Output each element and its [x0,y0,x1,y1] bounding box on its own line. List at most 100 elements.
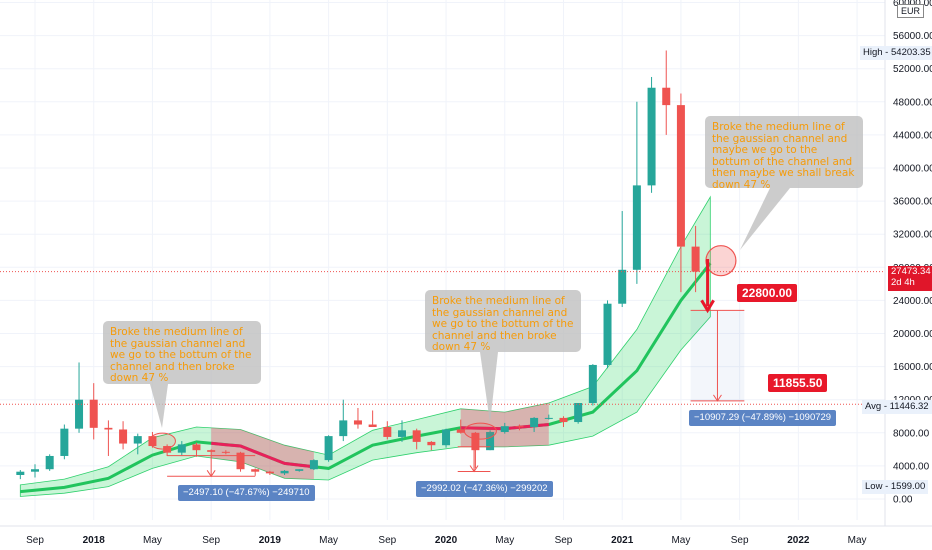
candle [603,300,612,369]
candle-body [691,246,700,272]
break-ellipse [148,432,176,450]
current-price-label: 27473.34 2d 4h [888,266,932,291]
candle [16,470,25,480]
candle [163,444,172,456]
x-tick-label: May [848,535,867,546]
candle [412,428,421,450]
y-tick-label: 16000.00 [893,362,932,373]
measure-arrow-head [206,470,216,478]
x-tick-label: 2019 [259,535,282,546]
candle-body [603,303,612,365]
annotation-callout-2020[interactable]: Broke the medium line of the gaussian ch… [425,290,581,353]
candle-body [412,430,421,442]
candle [544,414,553,420]
candle [31,464,39,478]
candle-countdown: 2d 4h [891,277,915,288]
annotation-callout-2021[interactable]: Broke the medium line of the gaussian ch… [705,116,863,191]
y-tick-label: 36000.00 [893,197,932,208]
candle-body [544,417,553,419]
candle-body [515,426,524,428]
currency-badge[interactable]: EUR [897,4,925,18]
candle [148,431,157,448]
candle [89,383,98,440]
avg-label: Avg - 11446.32 [862,400,932,414]
y-tick-label: 24000.00 [893,296,932,307]
candle-body [309,460,318,470]
candle [691,225,700,293]
avg-label-text: Avg [865,401,882,412]
candle-body [104,427,113,430]
candle-body [486,431,495,451]
candle-body [221,451,230,453]
measure-label-2018: −2497.10 (−47.67%) −249710 [178,485,315,501]
low-label: Low - 1599.00 [862,480,929,494]
x-tick-label: May [319,535,338,546]
candle [353,407,362,429]
candle-body [618,269,627,304]
candle-body [265,471,274,474]
candle [295,469,304,472]
candle [236,451,245,472]
candle-body [662,87,671,106]
candle [104,420,113,456]
target-label-lower[interactable]: 11855.50 [768,374,828,392]
candle [574,403,583,424]
candle-body [148,436,157,447]
drawings [0,188,885,478]
y-tick-label: 0.00 [893,495,913,506]
candle [221,450,230,455]
x-tick-label: Sep [555,535,573,546]
y-tick-label: 56000.00 [893,31,932,42]
candle [588,364,597,406]
price-axis: 60000.0056000.0052000.0048000.0044000.00… [884,0,932,526]
candle [368,410,377,428]
candle [442,428,451,448]
candle [427,441,436,451]
y-tick-label: 32000.00 [893,230,932,241]
x-tick-label: Sep [202,535,220,546]
projection-arrow-head [700,299,715,314]
candle-body [500,426,509,432]
candle-body [456,429,465,433]
channel-median-bearish [211,441,315,469]
candle-body [295,469,304,471]
current-price-value: 27473.34 [891,266,931,277]
candle [192,442,201,457]
high-label-text: High [863,47,883,58]
annotation-text: Broke the medium line of the gaussian ch… [712,121,855,191]
x-tick-label: Sep [26,535,44,546]
y-tick-label: 4000.00 [893,461,930,472]
channel-median [20,262,712,494]
x-tick-label: Sep [731,535,749,546]
candle-body [427,441,436,446]
low-label-value: 1599.00 [890,481,926,492]
break-ellipse [463,422,497,440]
candle [339,399,348,442]
candles [16,50,700,480]
high-label-value: 54203.35 [891,47,931,58]
candle-body [60,428,69,456]
target-label-upper[interactable]: 22800.00 [737,284,798,302]
candle [309,459,318,471]
candle-body [207,450,216,452]
candle-body [647,87,656,186]
candle [647,76,656,193]
candle-body [383,427,392,437]
x-tick-label: 2020 [435,535,458,546]
candle [45,454,54,471]
candle-body [177,444,186,453]
break-circle [705,245,737,277]
candle-body [676,105,685,247]
measure-arrow-head [713,394,722,402]
annotation-callout-2018[interactable]: Broke the medium line of the gaussian ch… [103,321,261,384]
candle-body [632,185,641,270]
candle [119,421,128,450]
candle-body [574,403,583,423]
candle-body [280,470,289,474]
candle [383,421,392,440]
candle-body [133,436,142,444]
candle-body [163,446,172,453]
callout-tail [740,188,790,250]
